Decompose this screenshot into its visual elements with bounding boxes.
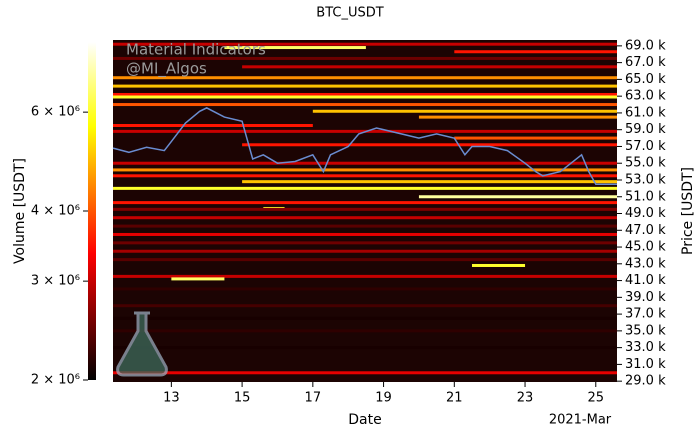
liquidity-level (113, 249, 617, 253)
liquidity-level (113, 76, 617, 80)
y-tick-label: 67.0 k (625, 55, 666, 70)
x-tick-label: 25 (588, 391, 605, 406)
liquidity-level (113, 174, 617, 178)
liquidity-level (113, 207, 617, 211)
watermark: Material Indicators (126, 41, 266, 59)
x-axis-label: Date (348, 412, 381, 428)
colorbar-tick-label: 2 × 10⁶ (31, 373, 80, 388)
y-tick-label: 55.0 k (625, 156, 666, 171)
y-tick-label: 59.0 k (625, 122, 666, 137)
colorbar-label: Volume [USDT] (12, 158, 28, 264)
y-tick-label: 43.0 k (625, 256, 666, 271)
y-axis-label: Price [USDT] (680, 167, 696, 255)
liquidity-level (113, 56, 617, 60)
liquidity-level (113, 84, 617, 88)
y-tick-label: 29.0 k (625, 374, 666, 389)
y-tick-label: 51.0 k (625, 189, 666, 204)
y-tick-label: 57.0 k (625, 139, 666, 154)
y-tick-label: 41.0 k (625, 273, 666, 288)
y-tick-label: 63.0 k (625, 89, 666, 104)
liquidity-level (113, 42, 617, 46)
y-tick-label: 35.0 k (625, 323, 666, 338)
y-tick-label: 53.0 k (625, 172, 666, 187)
x-tick-label: 17 (305, 391, 322, 406)
y-tick-label: 47.0 k (625, 223, 666, 238)
liquidity-level (171, 277, 225, 281)
liquidity-level (242, 180, 618, 184)
x-tick-label: 15 (234, 391, 251, 406)
liquidity-level (242, 65, 618, 69)
liquidity-level (454, 136, 617, 140)
liquidity-level (471, 263, 526, 267)
logo (116, 311, 168, 377)
liquidity-level (113, 316, 617, 320)
liquidity-level (418, 115, 617, 119)
liquidity-level (113, 346, 617, 350)
y-tick-label: 33.0 k (625, 340, 666, 355)
y-tick-label: 65.0 k (625, 72, 666, 87)
y-tick-label: 31.0 k (625, 357, 666, 372)
y-tick-label: 61.0 k (625, 105, 666, 120)
colorbar-tick-label: 4 × 10⁶ (31, 204, 80, 219)
liquidity-level (113, 92, 617, 96)
y-tick-label: 69.0 k (625, 38, 666, 53)
price-line (112, 107, 617, 185)
liquidity-level (113, 287, 617, 291)
liquidity-level (113, 371, 617, 375)
plot-area (112, 42, 618, 375)
liquidity-level (113, 224, 617, 228)
colorbar-tick-label: 3 × 10⁶ (31, 274, 80, 289)
liquidity-level (113, 216, 617, 220)
liquidity-level (113, 201, 617, 205)
y-tick-label: 37.0 k (625, 307, 666, 322)
liquidity-level (113, 168, 617, 172)
liquidity-level (113, 304, 617, 308)
liquidity-level (113, 274, 617, 278)
watermark: @MI_Algos (126, 60, 207, 79)
liquidity-level (113, 241, 617, 245)
liquidity-level (113, 329, 617, 333)
y-tick-label: 49.0 k (625, 206, 666, 221)
liquidity-level (113, 186, 617, 190)
liquidity-level (418, 195, 617, 199)
liquidity-level (113, 232, 617, 236)
x-offset-label: 2021-Mar (549, 413, 612, 428)
colorbar-tick-label: 6 × 10⁶ (31, 105, 80, 120)
liquidity-level (454, 50, 617, 54)
y-tick-label: 45.0 k (625, 240, 666, 255)
x-tick-label: 23 (517, 391, 534, 406)
liquidity-level (113, 124, 313, 127)
liquidity-level (242, 143, 618, 147)
chart-title: BTC_USDT (316, 6, 383, 21)
liquidity-level (113, 161, 617, 165)
liquidity-level (113, 95, 617, 99)
liquidity-level (113, 103, 617, 107)
x-tick-label: 19 (375, 391, 392, 406)
liquidity-level (224, 46, 366, 50)
x-tick-label: 13 (163, 391, 180, 406)
liquidity-level (312, 109, 617, 113)
liquidity-level (113, 258, 617, 262)
y-tick-label: 39.0 k (625, 290, 666, 305)
x-tick-label: 21 (446, 391, 463, 406)
colorbar (88, 42, 96, 380)
